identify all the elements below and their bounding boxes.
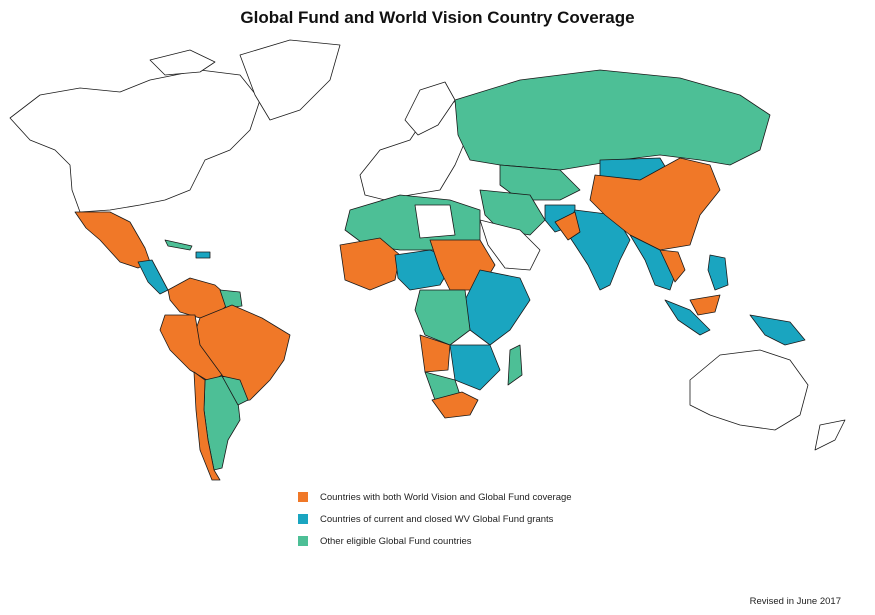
region-mexico[interactable] — [74, 211, 151, 269]
region-guianas[interactable] — [219, 289, 243, 309]
region-paraguay-uruguay[interactable] — [221, 375, 249, 406]
legend-item-eligible: Other eligible Global Fund countries — [298, 530, 572, 552]
legend-item-grants: Countries of current and closed WV Globa… — [298, 508, 572, 530]
region-philippines[interactable] — [707, 254, 729, 291]
region-central-america[interactable] — [137, 259, 169, 295]
region-russia[interactable] — [454, 69, 771, 171]
revision-note: Revised in June 2017 — [749, 596, 841, 607]
region-madagascar[interactable] — [507, 344, 523, 386]
region-new-zealand[interactable] — [814, 419, 846, 451]
region-canada-islands[interactable] — [149, 49, 216, 76]
legend-label-both: Countries with both World Vision and Glo… — [320, 491, 572, 503]
region-europe[interactable] — [359, 99, 471, 201]
region-libya[interactable] — [414, 204, 456, 239]
region-east-africa[interactable] — [464, 269, 531, 346]
region-cuba[interactable] — [164, 239, 193, 251]
region-chile[interactable] — [193, 371, 221, 481]
legend-swatch-grants — [298, 514, 308, 524]
region-southern-east-africa[interactable] — [449, 344, 501, 391]
region-png-east-indonesia[interactable] — [749, 314, 806, 346]
region-vietnam-cambodia[interactable] — [659, 249, 686, 283]
map-title: Global Fund and World Vision Country Cov… — [240, 8, 635, 27]
region-south-africa[interactable] — [431, 391, 479, 419]
map-legend: Countries with both World Vision and Glo… — [298, 486, 572, 552]
region-kazakhstan[interactable] — [499, 164, 581, 201]
region-china[interactable] — [589, 157, 721, 251]
legend-label-eligible: Other eligible Global Fund countries — [320, 535, 472, 547]
region-indonesia-west[interactable] — [664, 299, 711, 336]
region-malaysia[interactable] — [689, 294, 721, 316]
region-pakistan[interactable] — [554, 211, 581, 241]
region-haiti[interactable] — [195, 251, 211, 259]
region-west-africa[interactable] — [339, 237, 401, 291]
region-arabia[interactable] — [479, 219, 541, 271]
legend-label-grants: Countries of current and closed WV Globa… — [320, 513, 554, 525]
region-north-america[interactable] — [9, 69, 261, 213]
region-angola[interactable] — [419, 334, 451, 373]
legend-item-both: Countries with both World Vision and Glo… — [298, 486, 572, 508]
region-australia[interactable] — [689, 349, 809, 431]
legend-swatch-both — [298, 492, 308, 502]
legend-swatch-eligible — [298, 536, 308, 546]
region-greenland[interactable] — [239, 39, 341, 121]
